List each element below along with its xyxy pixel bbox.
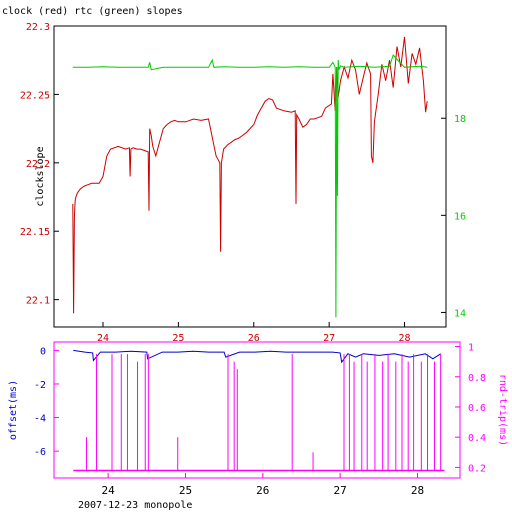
bottom-left-tick-label: 0 [40, 346, 46, 357]
rtc-slope-series-line [72, 54, 428, 318]
top-left-tick-label: 22.15 [20, 227, 50, 238]
bottom-plot-frame [53, 341, 461, 479]
top-x-tick-label: 27 [323, 333, 335, 344]
bottom-right-tick-label: 0.6 [468, 403, 486, 414]
top-x-tick-label: 28 [399, 333, 411, 344]
bottom-x-tick-label: 27 [334, 484, 347, 497]
bottom-left-tick-label: -2 [34, 380, 46, 391]
bottom-left-tick-label: -6 [34, 447, 46, 458]
bottom-right-y-axis-label: rnd-trip(ms) [497, 374, 508, 446]
top-left-tick-label: 22.2 [26, 159, 50, 170]
clock-slope-series-line [72, 36, 428, 314]
bottom-right-tick-label: 0.8 [468, 373, 486, 384]
top-left-tick-label: 22.25 [20, 90, 50, 101]
top-left-tick-label: 22.3 [26, 22, 50, 33]
top-y-axis-label: clockslope [35, 146, 46, 206]
offset-series-line [73, 349, 441, 364]
bottom-left-y-axis-label: offset(ms) [8, 380, 19, 440]
top-plot-frame [53, 25, 447, 328]
bottom-x-tick-label: 28 [411, 484, 424, 497]
bottom-x-tick-label: 24 [102, 484, 116, 497]
bottom-x-tick-label: 26 [256, 484, 269, 497]
top-x-tick-label: 24 [97, 333, 109, 344]
bottom-x-tick-label: 25 [179, 484, 192, 497]
bottom-left-tick-label: -4 [34, 414, 46, 425]
bottom-x-axis-label: 2007-12-23 monopole [78, 500, 192, 511]
bottom-right-tick-label: 1 [468, 343, 474, 354]
bottom-right-tick-label: 0.2 [468, 463, 486, 474]
top-right-tick-label: 16 [454, 211, 466, 222]
top-left-tick-label: 22.1 [26, 296, 50, 307]
chart-title: clock (red) rtc (green) slopes [2, 6, 183, 17]
bottom-right-tick-label: 0.4 [468, 433, 486, 444]
top-right-tick-label: 14 [454, 308, 466, 319]
top-right-tick-label: 18 [454, 114, 466, 125]
top-x-tick-label: 26 [248, 333, 260, 344]
top-x-tick-label: 25 [172, 333, 184, 344]
